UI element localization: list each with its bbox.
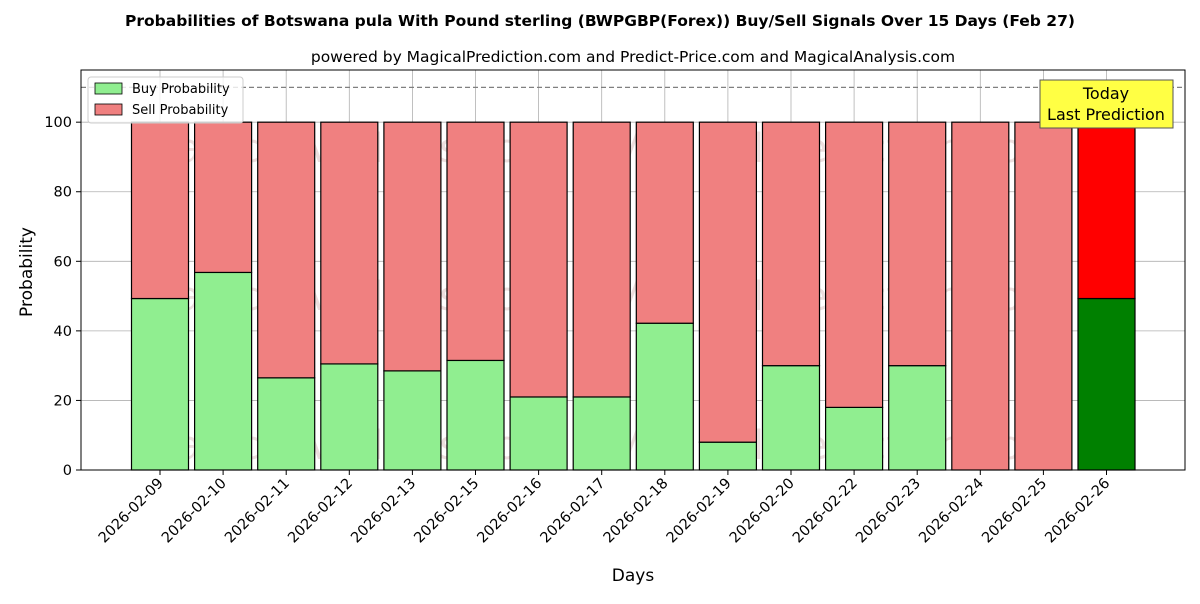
- x-axis-label: Days: [612, 566, 655, 586]
- buy-bar: [509, 396, 568, 471]
- x-tick-label: 2026-02-19: [664, 476, 735, 547]
- sell-bar: [761, 121, 821, 367]
- legend: Buy Probability Sell Probability: [87, 76, 244, 124]
- buy-bar: [194, 271, 253, 471]
- x-tick-label: 2026-02-15: [411, 476, 482, 547]
- legend-sell-swatch: [94, 103, 123, 116]
- buy-bar: [130, 297, 190, 471]
- x-tick-label: 2026-02-17: [538, 476, 609, 547]
- x-tick-label: 2026-02-11: [222, 476, 293, 547]
- y-tick-label: 80: [54, 185, 72, 201]
- legend-frame: [87, 76, 244, 124]
- sell-bar: [698, 121, 758, 443]
- sell-bar: [257, 121, 316, 379]
- sell-bar: [888, 121, 947, 367]
- x-tick-label: 2026-02-09: [96, 476, 167, 547]
- sell-bar: [1014, 121, 1073, 471]
- chart-subtitle: powered by MagicalPrediction.com and Pre…: [311, 48, 955, 66]
- buy-bar: [257, 377, 316, 471]
- today-annotation: Today Last Prediction: [1039, 79, 1174, 129]
- sell-bar: [1077, 121, 1136, 300]
- legend-buy-label: Buy Probability: [132, 82, 230, 97]
- annotation-box: [1039, 79, 1174, 129]
- x-tick-label: 2026-02-23: [853, 476, 924, 547]
- buy-bar: [761, 365, 821, 471]
- legend-sell-label: Sell Probability: [132, 103, 229, 118]
- x-tick-label: 2026-02-20: [727, 476, 798, 547]
- x-tick-label: 2026-02-22: [790, 476, 861, 547]
- buy-bar: [824, 406, 884, 471]
- plot-frame: [80, 69, 1186, 471]
- buy-bar: [383, 370, 442, 471]
- buy-bar: [1077, 297, 1136, 471]
- buy-bar: [446, 359, 505, 471]
- y-axis-label: Probability: [17, 227, 37, 317]
- y-tick-label: 100: [44, 115, 72, 131]
- buy-bar: [888, 365, 947, 471]
- x-tick-label: 2026-02-25: [979, 476, 1050, 547]
- sell-bar: [951, 121, 1010, 471]
- sell-bar: [824, 121, 884, 408]
- buy-bar: [320, 363, 379, 471]
- y-tick-label: 20: [54, 393, 72, 409]
- x-tick-label: 2026-02-10: [159, 476, 230, 547]
- sell-bar: [320, 121, 379, 365]
- bar-layer: [130, 121, 1136, 471]
- legend-buy-swatch: [94, 82, 123, 95]
- x-tick-label: 2026-02-13: [348, 476, 419, 547]
- buy-bar: [698, 441, 758, 471]
- annotation-line-2: Last Prediction: [1047, 105, 1165, 124]
- sell-bar: [446, 121, 505, 362]
- y-tick-label: 0: [63, 463, 72, 479]
- sell-bar: [635, 121, 694, 324]
- x-tick-label: 2026-02-12: [285, 476, 356, 547]
- x-tick-label: 2026-02-26: [1042, 476, 1113, 547]
- x-tick-label: 2026-02-24: [916, 476, 987, 547]
- chart-title: Probabilities of Botswana pula With Poun…: [125, 12, 1075, 30]
- y-tick-label: 40: [54, 324, 72, 340]
- sell-bar: [194, 121, 253, 274]
- x-tick-label: 2026-02-16: [475, 476, 546, 547]
- y-tick-label: 60: [54, 254, 72, 270]
- sell-bar: [572, 121, 631, 398]
- sell-bar: [509, 121, 568, 398]
- annotation-line-1: Today: [1082, 84, 1129, 103]
- buy-bar: [635, 322, 694, 471]
- buy-bar: [572, 396, 631, 471]
- sell-bar: [130, 121, 190, 300]
- x-tick-label: 2026-02-18: [601, 476, 672, 547]
- sell-bar: [383, 121, 442, 372]
